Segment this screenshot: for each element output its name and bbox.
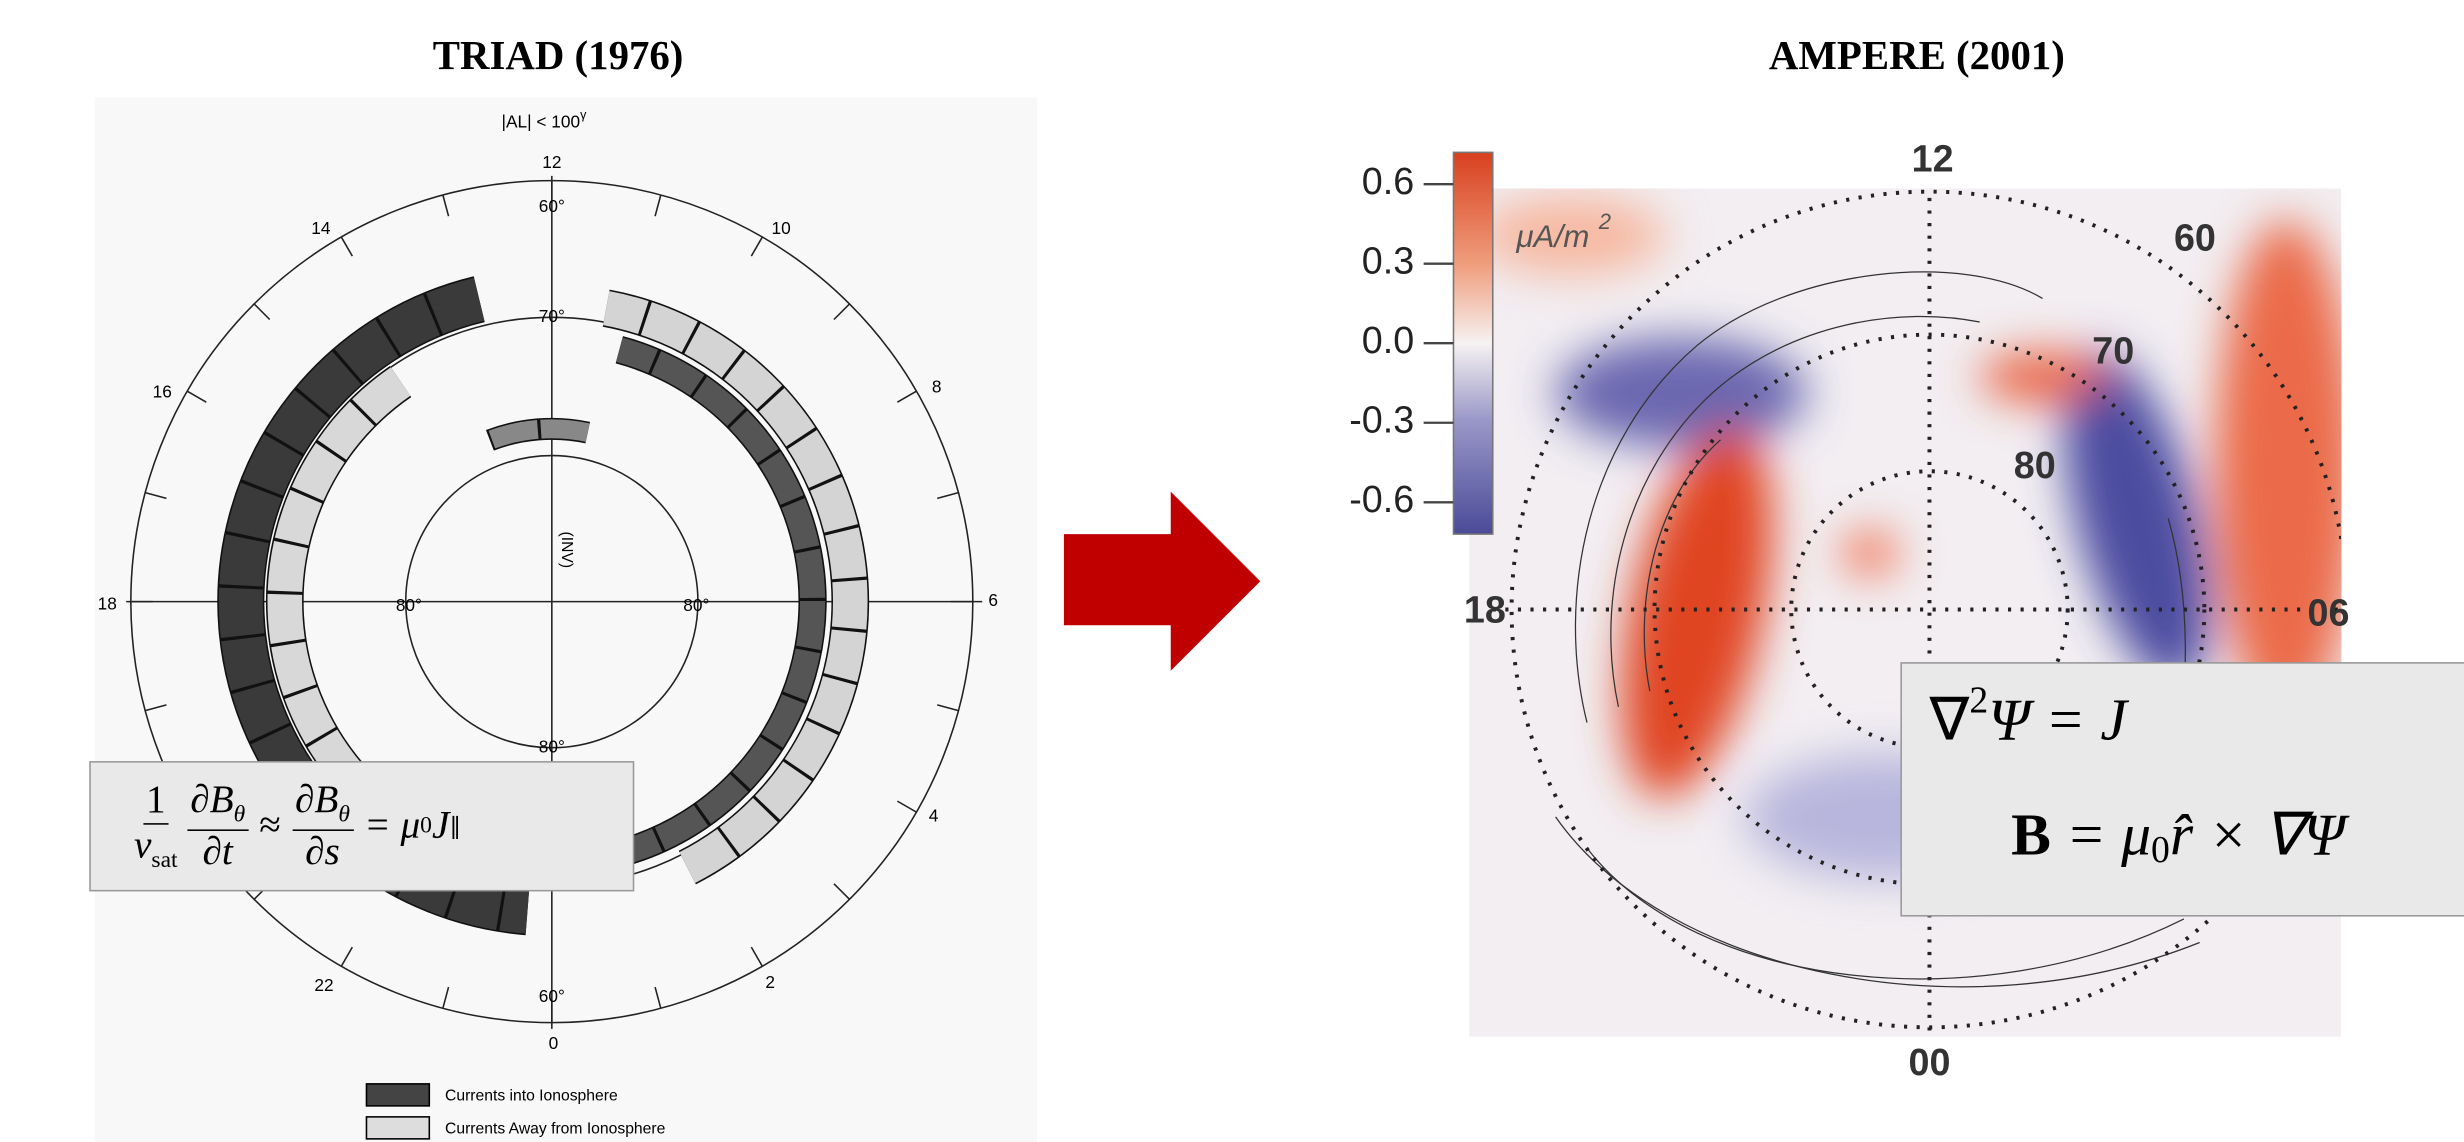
fraction: ∂Bθ ∂s xyxy=(292,778,353,874)
eq-part: 2 xyxy=(1969,679,1988,721)
hour-label: 0 xyxy=(549,1033,559,1053)
lat-label: 70° xyxy=(539,306,565,326)
condition: |AL| < 100γ xyxy=(502,109,588,132)
equation: ∇2Ψ = J xyxy=(1928,679,2129,752)
eq-part: = μ xyxy=(2051,801,2151,867)
slide: TRIAD (1976) AMPERE (2001) |AL| < 100γ 1… xyxy=(0,0,2464,1142)
arrow xyxy=(1064,492,1260,671)
condition-sup: γ xyxy=(580,109,587,123)
hour-label: 14 xyxy=(311,218,331,238)
coordinate-label: (INV) xyxy=(558,531,575,568)
hour-label: 00 xyxy=(1908,1041,1950,1083)
colorbar xyxy=(1453,152,1492,534)
left-title: TRIAD (1976) xyxy=(433,33,684,78)
eq-part: ∂B xyxy=(295,778,338,820)
eq-part: r̂ × ∇Ψ xyxy=(2170,801,2350,867)
current-region xyxy=(2215,220,2356,723)
eq-part: ∂s xyxy=(305,830,340,874)
hour-label: 12 xyxy=(542,152,561,172)
current-region xyxy=(1841,531,1898,575)
eq-part: ∂B xyxy=(190,778,233,820)
colorbar-tick-label: 0.0 xyxy=(1362,319,1414,361)
eq-part: Ψ = J xyxy=(1988,686,2129,752)
hour-label: 16 xyxy=(153,381,172,401)
lat-label: 70 xyxy=(2092,329,2134,371)
eq-part: θ xyxy=(234,802,246,827)
unit-text: μA/m xyxy=(1515,219,1589,254)
eq-part: θ xyxy=(338,802,350,827)
current-region xyxy=(1980,352,2106,402)
eq-part: 1 xyxy=(143,778,169,824)
colorbar-tick-label: 0.6 xyxy=(1362,160,1414,202)
lat-label: 80° xyxy=(396,595,422,615)
hour-label: 10 xyxy=(772,218,791,238)
right-title: AMPERE (2001) xyxy=(1769,33,2065,78)
eq-part: 0 xyxy=(420,813,432,840)
eq-part: ∂t xyxy=(203,830,233,874)
lat-label: 80° xyxy=(683,595,709,615)
lat-label: 80° xyxy=(539,736,565,756)
colorbar-tick-label: 0.3 xyxy=(1362,240,1414,282)
hour-label: 8 xyxy=(932,377,942,397)
hour-label: 12 xyxy=(1912,138,1954,180)
hour-label: 6 xyxy=(988,590,998,610)
hour-label: 22 xyxy=(314,975,333,995)
colorbar-ticks: 0.6 0.3 0.0 -0.3 -0.6 xyxy=(1349,160,1453,520)
legend-label: Currents Away from Ionosphere xyxy=(445,1121,666,1138)
unit-sup: 2 xyxy=(1598,209,1611,234)
hour-label: 2 xyxy=(765,972,775,992)
lat-label: 60° xyxy=(539,196,565,216)
colorbar-tick-label: -0.6 xyxy=(1349,478,1414,520)
hour-label: 4 xyxy=(929,805,939,825)
colorbar-tick-label: -0.3 xyxy=(1349,399,1414,441)
lat-label: 60° xyxy=(539,986,565,1006)
eq-part: sat xyxy=(151,847,177,872)
eq-part: v xyxy=(134,824,151,866)
legend-swatch xyxy=(366,1084,429,1106)
eq-part: = μ xyxy=(364,804,420,848)
current-region xyxy=(1556,338,1807,448)
eq-part: ≈ xyxy=(259,804,281,848)
lat-label: 80 xyxy=(2014,444,2056,486)
eq-part: ∥ xyxy=(449,811,461,841)
hour-label: 06 xyxy=(2307,592,2349,634)
equation: B = μ0r̂ × ∇Ψ xyxy=(2011,801,2350,871)
eq-part: J xyxy=(432,804,449,848)
legend-swatch xyxy=(366,1117,429,1139)
hour-label: 18 xyxy=(98,593,117,613)
hour-label: 18 xyxy=(1464,589,1506,631)
legend-label: Currents into Ionosphere xyxy=(445,1088,618,1105)
condition-text: |AL| < 100 xyxy=(502,111,581,131)
eq-part: B xyxy=(2011,801,2051,867)
page: TRIAD (1976) AMPERE (2001) |AL| < 100γ 1… xyxy=(0,0,2464,1142)
lat-label: 60 xyxy=(2174,216,2216,258)
fraction: ∂Bθ∂t xyxy=(187,778,248,874)
eq-part: ∇ xyxy=(1928,686,1970,752)
eq-part: 0 xyxy=(2151,829,2170,871)
